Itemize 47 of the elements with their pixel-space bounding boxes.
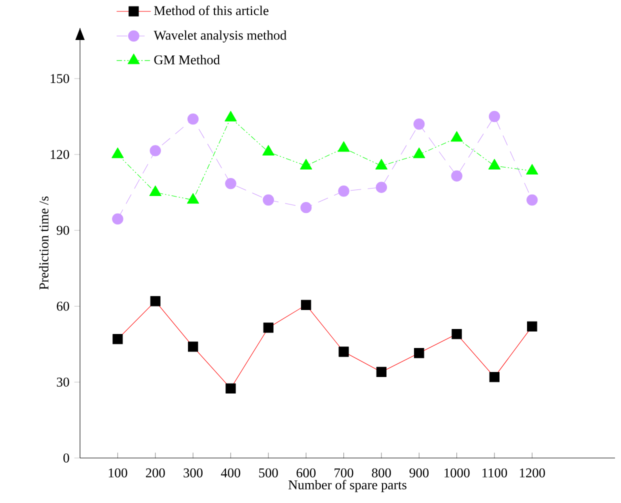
y-tick-label: 30 xyxy=(56,378,70,387)
x-tick-label: 200 xyxy=(146,468,165,478)
y-tick-label: 150 xyxy=(50,74,70,84)
point xyxy=(375,158,388,170)
x-tick-label: 800 xyxy=(372,468,391,478)
point xyxy=(150,145,161,156)
legend-label: Wavelet analysis method xyxy=(154,30,287,43)
x-tick-label: 600 xyxy=(296,468,316,478)
x-tick-label: 900 xyxy=(410,468,429,478)
y-tick-label: 0 xyxy=(63,453,70,462)
point xyxy=(488,110,500,122)
point xyxy=(300,202,312,214)
y-tick-label: 90 xyxy=(56,226,70,235)
point xyxy=(451,170,462,182)
x-tick-label: 400 xyxy=(220,468,240,478)
point xyxy=(526,164,538,175)
x-tick-label: 1200 xyxy=(520,468,545,478)
point xyxy=(149,185,162,196)
point xyxy=(224,110,237,122)
x-axis-title: Number of spare parts xyxy=(288,480,406,492)
point xyxy=(526,194,538,206)
y-tick-label: 120 xyxy=(50,150,70,159)
legend-label: GM Method xyxy=(154,54,220,64)
x-tick-label: 1000 xyxy=(444,468,470,478)
point xyxy=(300,158,312,170)
y-axis-title: Prediction time /s xyxy=(39,196,48,290)
x-tick-label: 500 xyxy=(259,468,278,478)
x-tick-label: 700 xyxy=(334,468,354,478)
point xyxy=(112,213,124,225)
x-tick-label: 100 xyxy=(108,468,128,478)
point xyxy=(186,193,200,204)
point xyxy=(262,145,274,156)
legend-label: Method of this article xyxy=(154,6,268,16)
point xyxy=(112,148,124,158)
y-tick-label: 60 xyxy=(56,302,70,311)
point xyxy=(338,141,350,152)
x-tick-label: 1100 xyxy=(482,468,508,478)
point xyxy=(413,118,425,130)
point xyxy=(376,182,388,193)
point xyxy=(338,186,350,197)
point xyxy=(450,131,463,142)
x-tick-label: 300 xyxy=(184,468,203,478)
point xyxy=(225,178,236,190)
point xyxy=(488,158,500,170)
point xyxy=(262,194,274,206)
point xyxy=(413,148,426,158)
point xyxy=(187,113,199,125)
